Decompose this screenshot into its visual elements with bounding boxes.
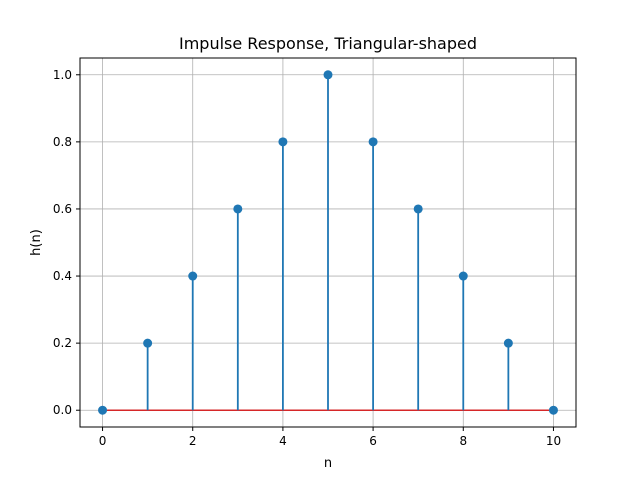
y-tick-label: 0.6: [53, 202, 72, 216]
stem-marker: [323, 70, 333, 80]
y-axis-label: h(n): [29, 229, 44, 256]
x-tick-label: 8: [459, 434, 467, 448]
x-axis-ticks: 0 2 4 6 8 10: [99, 427, 561, 448]
y-tick-label: 0.2: [53, 336, 72, 350]
x-tick-label: 10: [546, 434, 561, 448]
x-tick-label: 6: [369, 434, 377, 448]
stem-marker: [368, 137, 378, 147]
plot-frame: [79, 57, 577, 428]
stem-marker: [143, 338, 153, 348]
y-axis-ticks: 0.0 0.2 0.4 0.6 0.8 1.0: [53, 68, 80, 417]
stem-marker: [188, 271, 198, 281]
chart-title: Impulse Response, Triangular-shaped: [179, 34, 477, 53]
x-tick-label: 4: [279, 434, 287, 448]
stem-marker: [278, 137, 288, 147]
x-axis-label: n: [324, 456, 332, 471]
y-tick-label: 0.0: [53, 403, 72, 417]
y-tick-label: 0.8: [53, 135, 72, 149]
stem-series: [98, 70, 558, 415]
x-tick-label: 0: [99, 434, 107, 448]
stem-marker: [98, 405, 108, 415]
stem-marker: [458, 271, 468, 281]
stem-marker: [503, 338, 513, 348]
stem-marker: [548, 405, 558, 415]
x-tick-label: 2: [189, 434, 197, 448]
stem-marker: [413, 204, 423, 214]
y-tick-label: 1.0: [53, 68, 72, 82]
y-tick-label: 0.4: [53, 269, 72, 283]
stem-marker: [233, 204, 243, 214]
